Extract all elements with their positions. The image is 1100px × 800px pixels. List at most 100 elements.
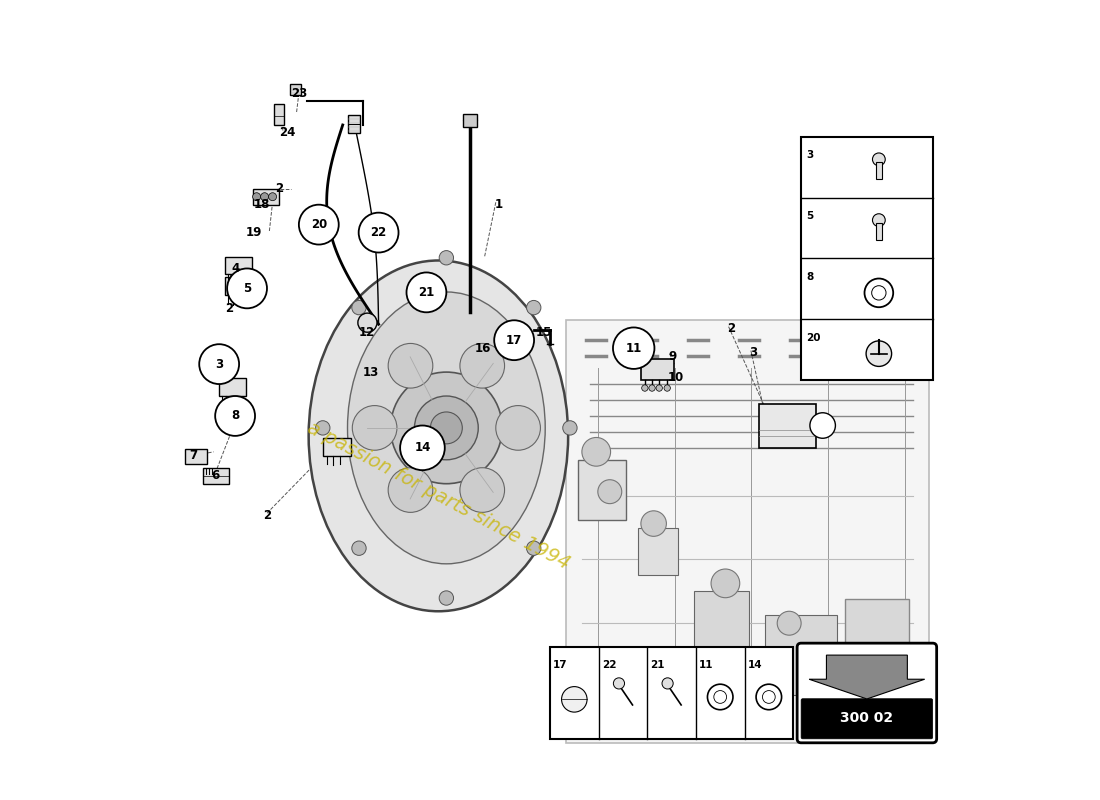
Text: 21: 21 [650,660,664,670]
FancyBboxPatch shape [348,115,361,133]
Text: a passion for parts since 1994: a passion for parts since 1994 [304,418,573,573]
Text: 8: 8 [231,410,239,422]
Circle shape [460,468,505,512]
Circle shape [662,678,673,689]
FancyBboxPatch shape [463,114,477,126]
Circle shape [261,193,268,201]
FancyBboxPatch shape [185,450,207,464]
FancyBboxPatch shape [204,468,229,484]
Circle shape [597,480,622,504]
FancyBboxPatch shape [219,378,246,396]
Circle shape [439,591,453,606]
Text: 2: 2 [224,302,233,315]
Text: 3: 3 [749,346,758,358]
Text: 8: 8 [806,272,813,282]
Circle shape [430,412,462,444]
Circle shape [216,396,255,436]
Circle shape [505,327,528,350]
Text: 1: 1 [494,198,503,211]
Text: 300 02: 300 02 [840,711,893,725]
FancyBboxPatch shape [578,460,626,519]
FancyBboxPatch shape [253,189,279,205]
FancyBboxPatch shape [224,257,252,274]
Text: 16: 16 [474,342,491,354]
Circle shape [865,278,893,307]
FancyBboxPatch shape [845,599,909,703]
Text: 5: 5 [243,282,251,295]
Circle shape [227,269,267,308]
Circle shape [871,286,886,300]
Text: 6: 6 [211,470,219,482]
Text: 2: 2 [727,322,735,334]
Circle shape [872,153,886,166]
Circle shape [756,684,782,710]
Circle shape [268,193,276,201]
Text: 17: 17 [506,334,522,346]
Circle shape [582,438,610,466]
Text: 14: 14 [748,660,762,670]
Circle shape [649,385,656,391]
FancyBboxPatch shape [550,647,793,739]
Text: 10: 10 [668,371,684,384]
FancyBboxPatch shape [224,278,252,294]
Circle shape [253,193,261,201]
Circle shape [199,344,239,384]
Circle shape [352,406,397,450]
Text: 20: 20 [310,218,327,231]
Circle shape [866,341,892,366]
Text: 21: 21 [418,286,434,299]
Text: 4: 4 [231,262,240,275]
Circle shape [388,343,432,388]
Circle shape [527,301,541,314]
Circle shape [707,684,733,710]
FancyBboxPatch shape [693,591,749,655]
Circle shape [400,426,444,470]
Circle shape [439,250,453,265]
Text: 17: 17 [553,660,568,670]
Circle shape [494,320,535,360]
FancyBboxPatch shape [759,404,816,448]
Text: 7: 7 [189,450,198,462]
Ellipse shape [348,292,546,564]
Text: 14: 14 [415,442,430,454]
Text: 22: 22 [602,660,616,670]
FancyBboxPatch shape [801,137,933,380]
Circle shape [407,273,447,312]
Circle shape [641,511,667,536]
Circle shape [614,678,625,689]
Circle shape [460,343,505,388]
Circle shape [778,611,801,635]
Text: 2: 2 [263,509,271,522]
Circle shape [359,213,398,253]
Circle shape [872,214,886,226]
FancyBboxPatch shape [801,698,933,739]
Text: 19: 19 [245,226,262,239]
Circle shape [388,468,432,512]
Text: 9: 9 [668,350,676,362]
Circle shape [762,690,776,703]
Circle shape [563,421,578,435]
Text: 15: 15 [536,326,552,338]
Circle shape [714,690,727,703]
Text: 22: 22 [371,226,387,239]
Ellipse shape [309,261,568,611]
FancyBboxPatch shape [322,438,352,456]
Circle shape [358,313,377,332]
Circle shape [352,541,366,555]
Text: 11: 11 [626,342,641,354]
Circle shape [415,396,478,460]
Text: 18: 18 [253,198,270,211]
Polygon shape [810,655,925,699]
Circle shape [656,385,662,391]
Text: 3: 3 [806,150,813,160]
FancyBboxPatch shape [641,359,674,380]
Text: 12: 12 [359,326,375,338]
Text: 20: 20 [806,333,821,342]
FancyBboxPatch shape [290,84,301,95]
Circle shape [641,385,648,391]
Circle shape [562,686,587,712]
Text: 5: 5 [806,211,813,221]
Circle shape [390,372,503,484]
Text: 3: 3 [216,358,223,370]
FancyBboxPatch shape [638,527,678,575]
